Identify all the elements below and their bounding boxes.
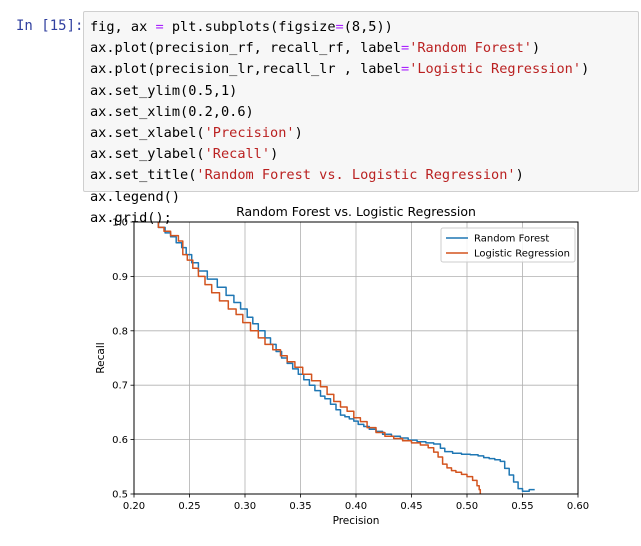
code-line: fig, ax = plt.subplots(figsize=(8,5)): [90, 17, 632, 38]
code-token: ax.set_xlabel(: [90, 124, 205, 141]
code-line: ax.set_xlim(0.2,0.6): [90, 102, 632, 123]
code-token: 'Recall': [204, 146, 271, 163]
chart-ticks: 0.20 0.25 0.30 0.35 0.40 0.45 0.50 0.55 0.60 0.5 0…: [112, 218, 589, 513]
code-token: ): [294, 124, 303, 141]
code-line: ax.plot(precision_rf, recall_rf, label='…: [90, 38, 632, 59]
x-tick-label: 0.40: [345, 501, 367, 512]
code-token: =: [155, 19, 164, 35]
code-token: ): [531, 40, 541, 57]
code-line: ax.set_ylim(0.5,1): [90, 81, 632, 102]
x-tick-label: 0.35: [289, 501, 311, 512]
legend-box: [440, 227, 576, 263]
x-tick-label: 0.60: [567, 501, 589, 512]
cell-prompt: In [15]:: [16, 18, 84, 34]
code-line: ax.set_title('Random Forest vs. Logistic…: [90, 165, 632, 186]
y-tick-label: 0.6: [112, 435, 128, 446]
chart-legend: Random Forest Logistic Regression: [440, 227, 576, 263]
code-token: 'Logistic Regression': [409, 61, 582, 78]
y-tick-label: 0.8: [112, 326, 128, 337]
chart-y-axis-label: Recall: [95, 342, 107, 373]
x-tick-label: 0.25: [178, 501, 200, 512]
legend-label: Logistic Regression: [474, 249, 570, 260]
code-token: =: [401, 40, 410, 57]
chart-grid: [133, 221, 579, 495]
code-token: ax.set_ylabel(: [90, 146, 205, 163]
code-token: plt.subplots(figsize: [163, 19, 336, 35]
y-tick-label: 0.9: [112, 272, 128, 283]
y-tick-label: 0.7: [112, 381, 128, 392]
code-token: ax.legend(): [90, 188, 181, 205]
chart-title: Random Forest vs. Logistic Regression: [236, 204, 476, 219]
code-token: 'Random Forest vs. Logistic Regression': [196, 167, 516, 184]
recall-precision-chart: 0.20 0.25 0.30 0.35 0.40 0.45 0.50 0.55 0.60 0.5 0…: [95, 204, 589, 527]
code-token: =: [335, 19, 344, 35]
code-cell-editor[interactable]: fig, ax = plt.subplots(figsize=(8,5)) ax.…: [83, 11, 639, 226]
code-token: =: [401, 61, 410, 78]
y-tick-label: 1.0: [112, 218, 128, 229]
x-tick-label: 0.30: [234, 501, 256, 512]
chart-series: [157, 222, 535, 494]
code-token: 'Random Forest': [409, 40, 532, 57]
code-line: ax.set_ylabel('Recall'): [90, 144, 632, 165]
code-token: ax.set_xlim(0.2,0.6): [90, 103, 254, 120]
code-token: ax.set_title(: [90, 167, 197, 184]
y-tick-label: 0.5: [112, 490, 128, 501]
x-tick-label: 0.45: [400, 501, 422, 512]
code-token: fig, ax: [90, 19, 156, 35]
cell-output: 0.20 0.25 0.30 0.35 0.40 0.45 0.50 0.55 0.60 0.5 0…: [0, 196, 641, 542]
series-line-logistic-regression: [157, 222, 482, 494]
chart-x-axis-label: Precision: [333, 515, 380, 527]
x-tick-label: 0.20: [123, 501, 145, 512]
x-tick-label: 0.50: [456, 501, 478, 512]
code-token: (8,5)): [343, 19, 393, 35]
code-token: ax.plot(precision_rf, recall_rf, label: [90, 40, 401, 57]
code-token: ax.plot(precision_lr,recall_lr , label: [90, 61, 401, 78]
series-line-random-forest: [157, 222, 535, 493]
code-line: ax.legend(): [90, 187, 632, 208]
legend-label: Random Forest: [474, 234, 549, 245]
code-line: ax.plot(precision_lr,recall_lr , label='…: [90, 59, 632, 80]
code-token: ax.set_ylim(0.5,1): [90, 82, 238, 99]
code-token: ): [581, 61, 590, 78]
code-line: ax.set_xlabel('Precision'): [90, 123, 632, 144]
code-token: ): [270, 146, 279, 163]
code-token: ): [515, 167, 524, 184]
code-token: 'Precision': [204, 124, 295, 141]
x-tick-label: 0.55: [511, 501, 533, 512]
